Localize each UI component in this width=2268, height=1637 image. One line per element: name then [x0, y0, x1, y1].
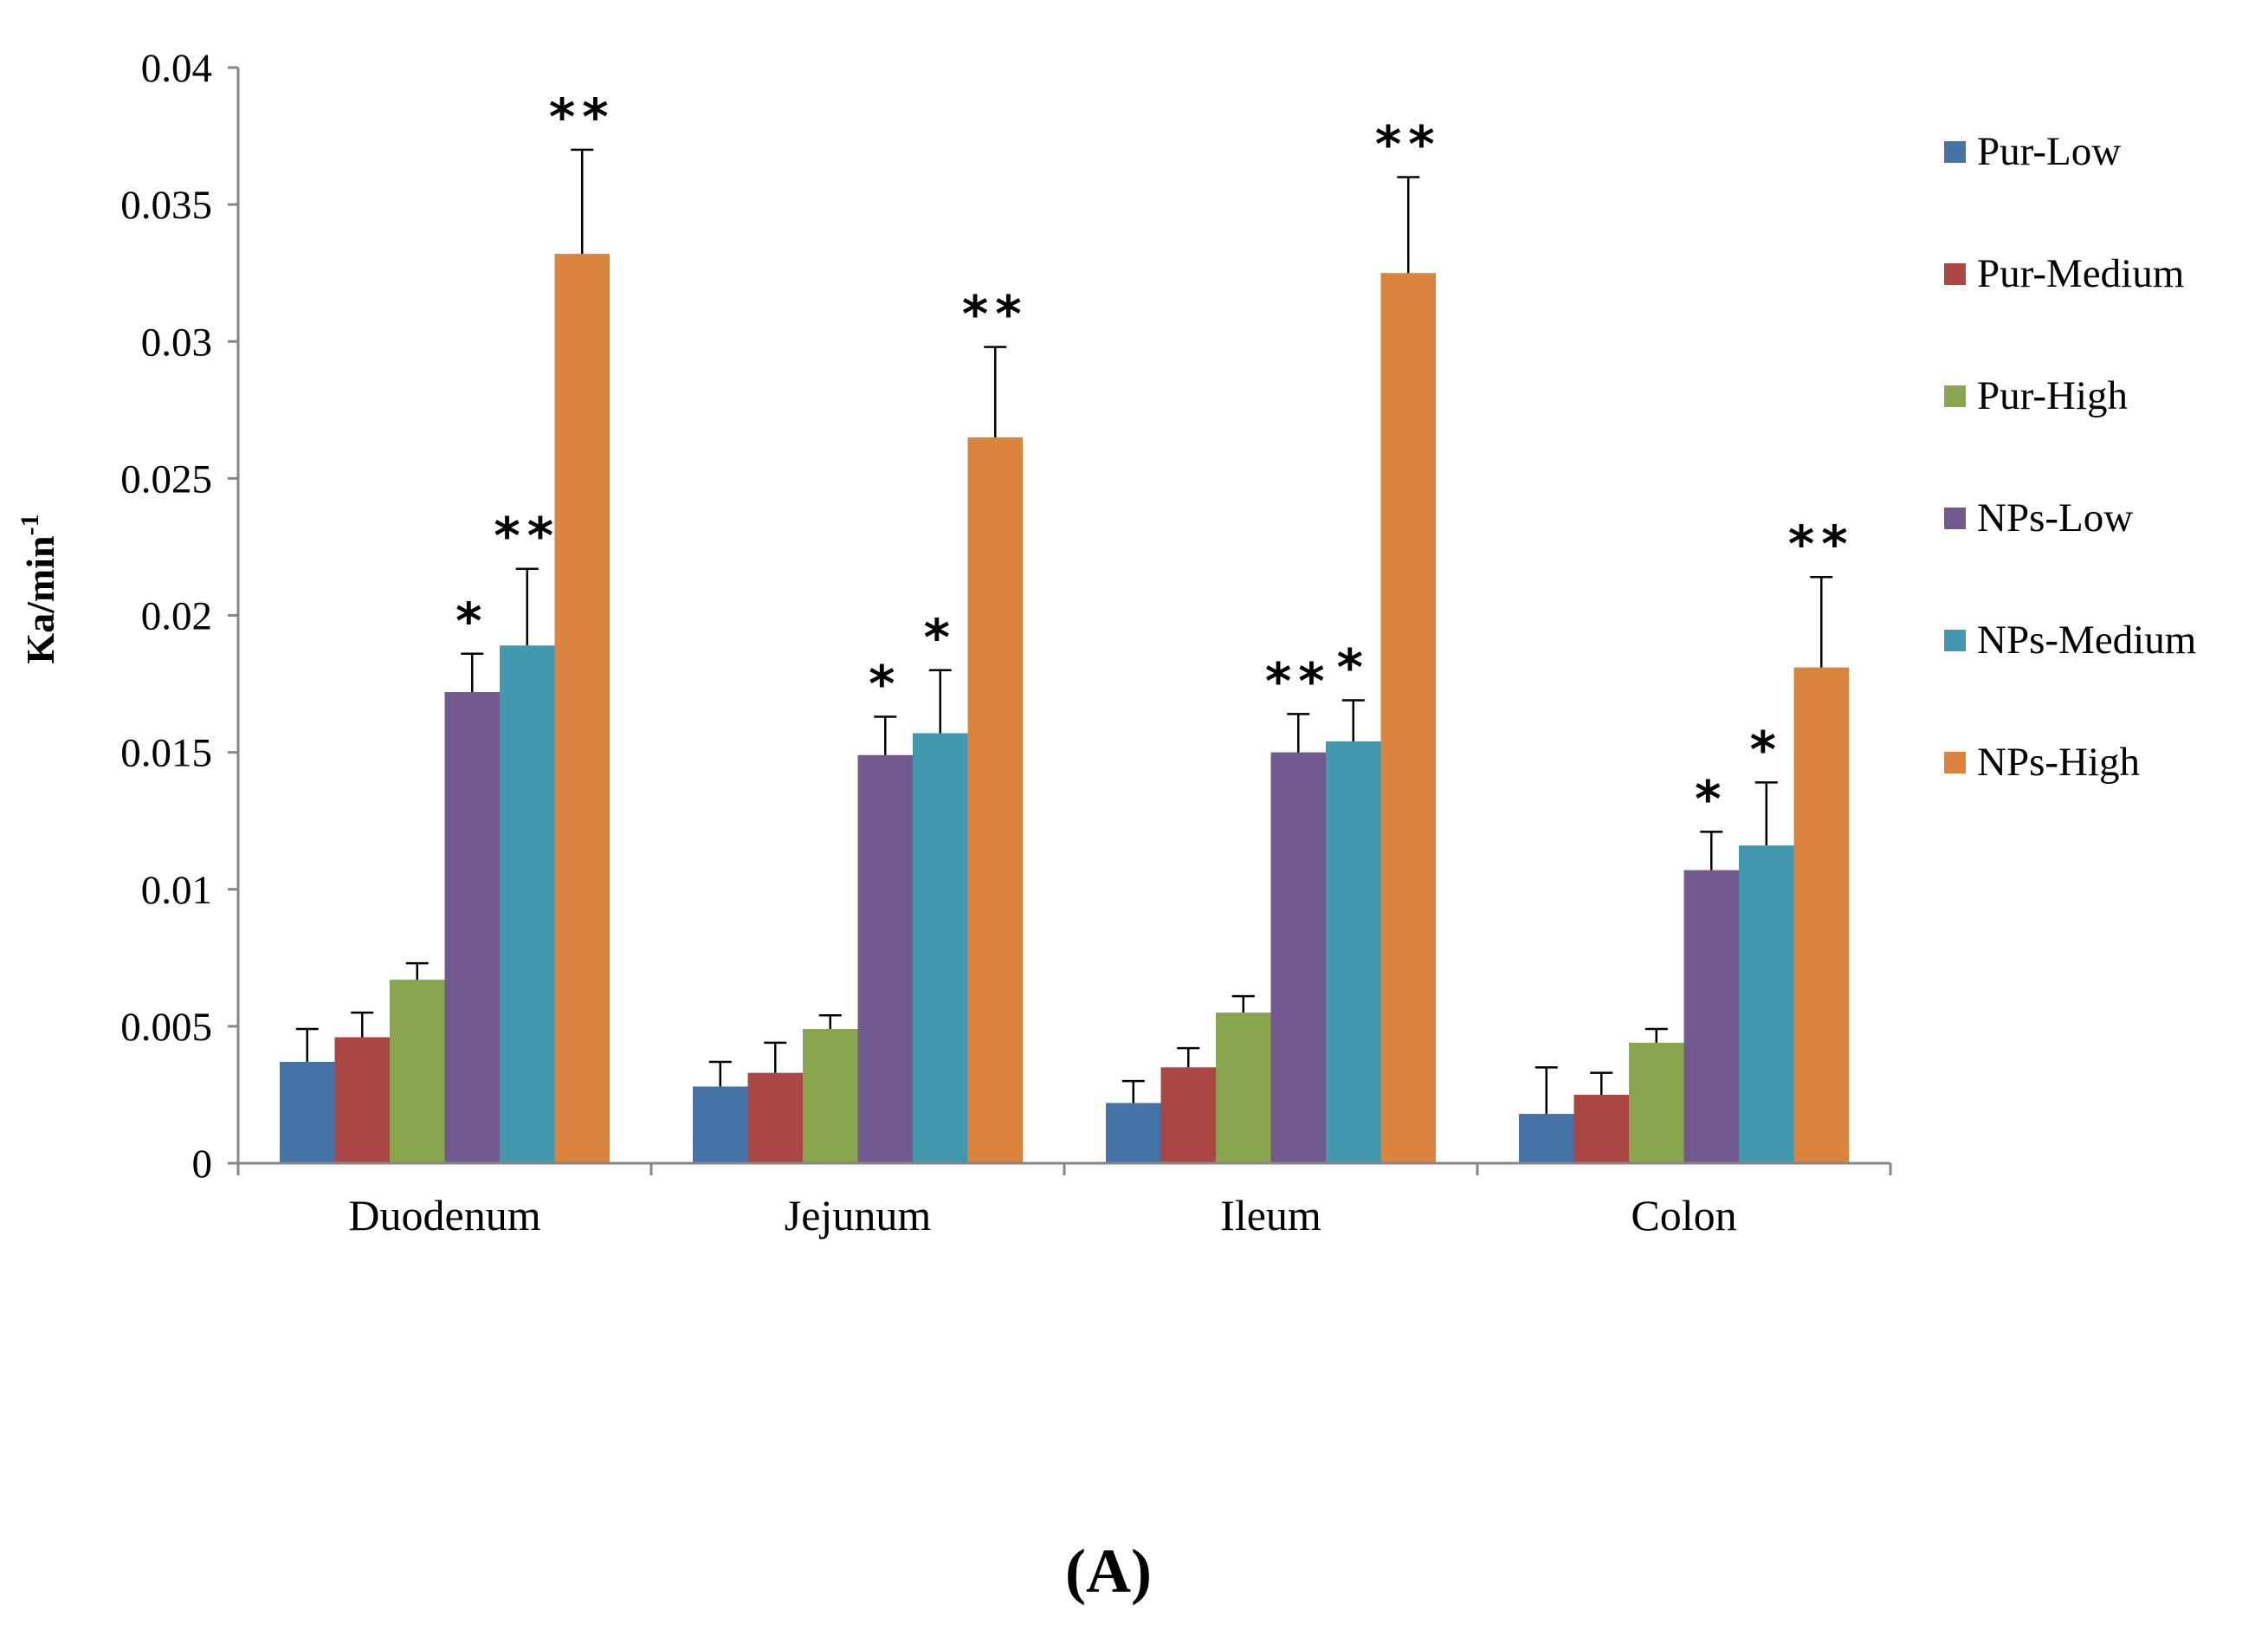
significance-marker: *: [456, 592, 488, 650]
legend-swatch: [1944, 385, 1966, 407]
bar: [280, 1061, 335, 1163]
y-axis-label-superscript: -1: [16, 514, 44, 535]
category-labels: Duodenum Jejunum Ileum Colon: [348, 1191, 1736, 1239]
bar: [1270, 752, 1326, 1163]
bar: [1629, 1042, 1684, 1163]
significance-marker: **: [549, 87, 616, 146]
significance-marker: *: [924, 608, 957, 667]
bar: [1793, 667, 1849, 1163]
bar: [390, 980, 445, 1163]
category-label: Ileum: [1220, 1191, 1321, 1239]
panel-label: (A): [1065, 1537, 1152, 1606]
legend-swatch: [1944, 263, 1966, 285]
legend-swatch: [1944, 508, 1966, 529]
bar: [1106, 1103, 1161, 1163]
bar: [1683, 870, 1739, 1163]
significance-marker: *: [1695, 769, 1728, 828]
legend-swatch: [1944, 141, 1966, 163]
bar: [693, 1086, 748, 1163]
category-label: Duodenum: [348, 1191, 540, 1239]
legend-swatch: [1944, 630, 1966, 651]
bar: [803, 1029, 858, 1163]
y-tick-label: 0.035: [120, 183, 212, 228]
significance-marker: **: [494, 507, 560, 566]
significance-marker: **: [962, 285, 1029, 344]
bar: [1216, 1013, 1271, 1163]
bar: [857, 754, 913, 1163]
y-tick-label: 0.005: [120, 1005, 212, 1050]
legend-swatch: [1944, 752, 1966, 773]
bar: [1380, 273, 1436, 1163]
legend-label: NPs-High: [1977, 740, 2140, 785]
y-axis-label: Ka/min-1: [16, 514, 62, 663]
bar: [1326, 741, 1381, 1163]
significance-marker: **: [1265, 651, 1332, 710]
bar: [554, 254, 610, 1163]
bar: [444, 692, 500, 1163]
category-label: Jejunum: [785, 1191, 932, 1239]
significance-marker: *: [1750, 720, 1783, 779]
legend-label: Pur-Medium: [1977, 251, 2184, 296]
y-axis-label-text: Ka/min: [18, 535, 62, 663]
y-tick-label: 0.02: [141, 594, 212, 639]
significance-marker: *: [869, 655, 901, 714]
bar: [967, 437, 1023, 1163]
bars: [280, 254, 1849, 1163]
legend-label: Pur-Low: [1977, 129, 2121, 174]
bar: [500, 645, 555, 1163]
significance-marker: **: [1375, 115, 1442, 174]
axes: [236, 68, 1892, 1175]
bar: [334, 1037, 390, 1163]
y-tick-label: 0.03: [141, 320, 212, 365]
legend-label: NPs-Medium: [1977, 618, 2196, 663]
y-tick-label: 0: [192, 1142, 213, 1187]
significance-marker: *: [1337, 638, 1370, 697]
y-tick-label: 0.025: [120, 456, 212, 501]
bar: [1739, 845, 1794, 1163]
bar: [747, 1072, 803, 1163]
bar: [1519, 1114, 1574, 1163]
category-label: Colon: [1631, 1191, 1736, 1239]
y-tick-label: 0.015: [120, 731, 212, 776]
error-bars: [295, 148, 1833, 1115]
significance-marker: **: [1788, 514, 1855, 573]
bar: [1573, 1094, 1629, 1163]
bar: [913, 733, 968, 1163]
y-tick-label: 0.04: [141, 46, 212, 91]
y-axis-ticks: 0 0.005 0.01 0.015 0.02 0.025 0.03 0.035 0.04: [120, 46, 238, 1187]
bar: [1160, 1067, 1216, 1163]
significance-markers: ** ****************: [456, 87, 1855, 828]
legend-label: NPs-Low: [1977, 495, 2133, 540]
legend-label: Pur-High: [1977, 373, 2128, 418]
y-tick-label: 0.01: [141, 868, 212, 913]
legend: Pur-Low Pur-Medium Pur-High NPs-Low NPs-Medi…: [1944, 129, 2196, 785]
